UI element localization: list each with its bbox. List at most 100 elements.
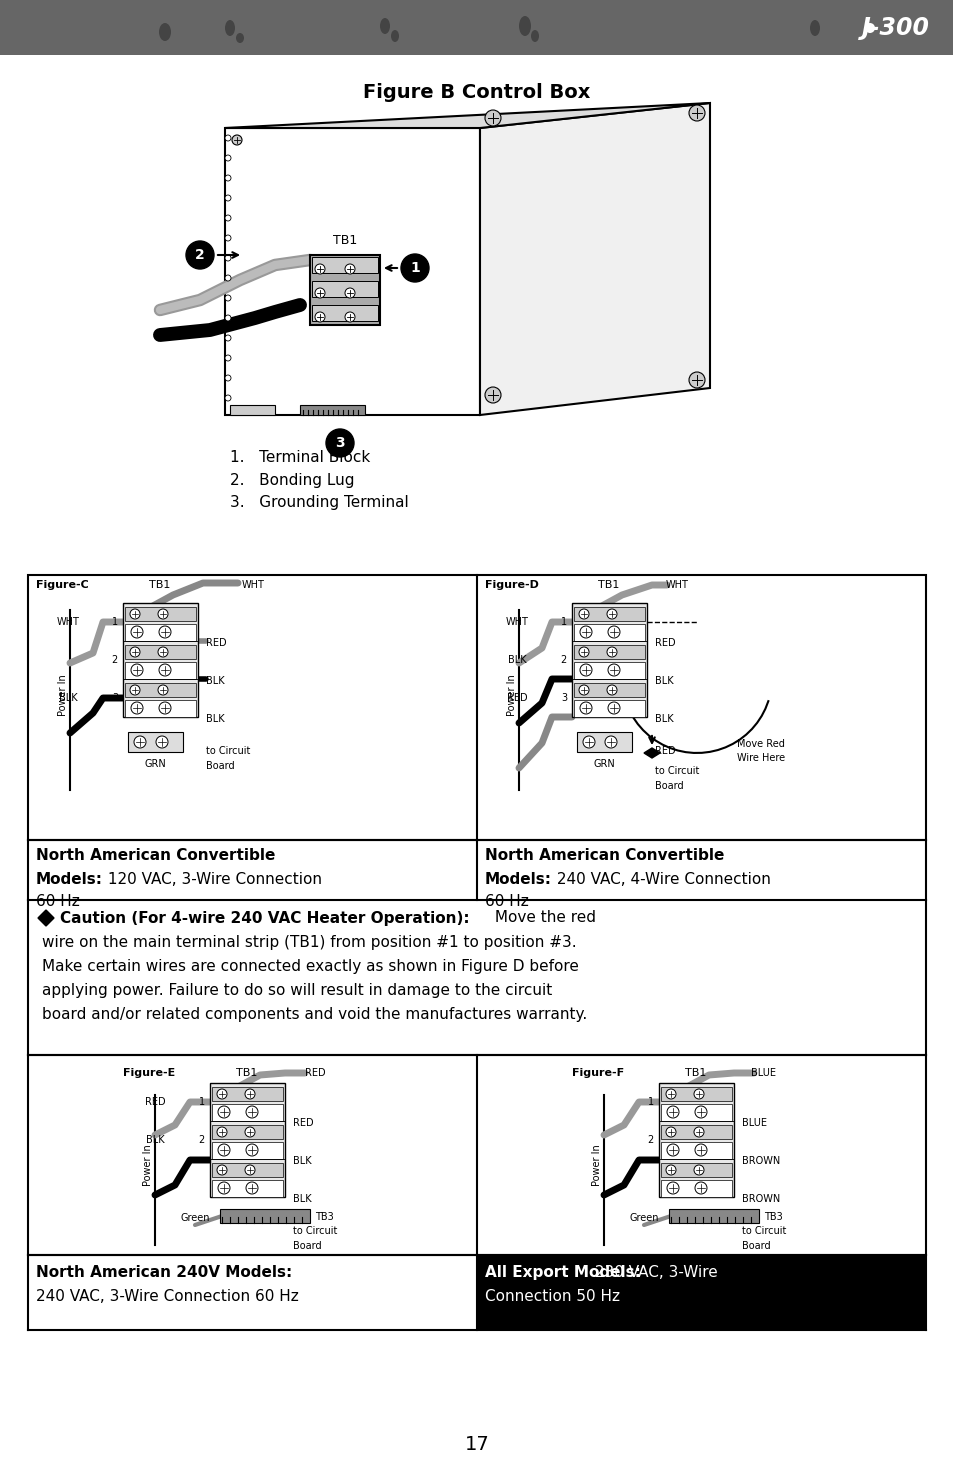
Bar bbox=[660, 1125, 731, 1139]
Circle shape bbox=[159, 625, 171, 639]
Circle shape bbox=[606, 609, 617, 620]
Bar bbox=[572, 603, 646, 717]
Bar bbox=[0, 0, 953, 55]
Bar bbox=[212, 1125, 283, 1139]
Bar bbox=[660, 1087, 731, 1100]
Circle shape bbox=[225, 395, 231, 401]
Bar bbox=[660, 1180, 731, 1198]
Bar bbox=[125, 645, 195, 659]
Ellipse shape bbox=[225, 21, 234, 35]
Circle shape bbox=[131, 664, 143, 676]
Text: applying power. Failure to do so will result in damage to the circuit: applying power. Failure to do so will re… bbox=[42, 982, 552, 997]
Text: 2: 2 bbox=[560, 655, 566, 665]
Circle shape bbox=[345, 264, 355, 274]
Text: BLK: BLK bbox=[293, 1193, 312, 1204]
Circle shape bbox=[131, 702, 143, 714]
Text: Move the red: Move the red bbox=[490, 910, 596, 925]
Circle shape bbox=[604, 736, 617, 748]
Circle shape bbox=[695, 1145, 706, 1156]
Polygon shape bbox=[225, 103, 709, 128]
Circle shape bbox=[582, 736, 595, 748]
Circle shape bbox=[606, 684, 617, 695]
Text: BLK: BLK bbox=[655, 714, 673, 724]
Text: 1: 1 bbox=[198, 1097, 205, 1108]
Bar bbox=[125, 683, 195, 698]
Text: RED: RED bbox=[506, 693, 527, 704]
Circle shape bbox=[159, 702, 171, 714]
Text: Power In: Power In bbox=[592, 1145, 601, 1186]
Text: Green: Green bbox=[180, 1212, 210, 1223]
Bar bbox=[574, 662, 644, 678]
Circle shape bbox=[578, 609, 588, 620]
Text: Figure-F: Figure-F bbox=[572, 1068, 623, 1078]
Circle shape bbox=[246, 1145, 257, 1156]
Circle shape bbox=[314, 313, 325, 322]
Text: Power In: Power In bbox=[58, 674, 68, 715]
Text: 17: 17 bbox=[464, 1435, 489, 1454]
Polygon shape bbox=[643, 748, 659, 758]
Bar bbox=[125, 662, 195, 678]
Circle shape bbox=[864, 24, 874, 32]
Bar bbox=[125, 624, 195, 642]
Circle shape bbox=[131, 625, 143, 639]
Polygon shape bbox=[225, 128, 479, 414]
Circle shape bbox=[186, 240, 213, 268]
Text: 240 VAC, 4-Wire Connection: 240 VAC, 4-Wire Connection bbox=[552, 872, 770, 886]
Text: Power In: Power In bbox=[143, 1145, 152, 1186]
Bar bbox=[128, 732, 183, 752]
Text: 1: 1 bbox=[112, 617, 118, 627]
Text: Connection 50 Hz: Connection 50 Hz bbox=[484, 1289, 619, 1304]
Ellipse shape bbox=[531, 30, 538, 41]
Text: 2: 2 bbox=[647, 1134, 654, 1145]
Polygon shape bbox=[479, 103, 709, 414]
Bar bbox=[668, 1210, 759, 1223]
Bar bbox=[299, 406, 365, 414]
Circle shape bbox=[607, 625, 619, 639]
Circle shape bbox=[345, 288, 355, 298]
Text: BLK: BLK bbox=[655, 676, 673, 686]
Text: 1.   Terminal Block: 1. Terminal Block bbox=[230, 450, 370, 466]
Text: RED: RED bbox=[655, 746, 675, 757]
Bar bbox=[210, 1083, 285, 1198]
Text: TB1: TB1 bbox=[150, 580, 171, 590]
Bar bbox=[660, 1162, 731, 1177]
Circle shape bbox=[225, 195, 231, 201]
Text: BLUE: BLUE bbox=[741, 1118, 766, 1128]
Circle shape bbox=[665, 1165, 676, 1176]
Text: 2: 2 bbox=[112, 655, 118, 665]
Circle shape bbox=[579, 702, 592, 714]
Bar bbox=[310, 255, 379, 324]
Circle shape bbox=[225, 335, 231, 341]
Circle shape bbox=[225, 255, 231, 261]
Text: 240 VAC, 3-Wire Connection 60 Hz: 240 VAC, 3-Wire Connection 60 Hz bbox=[36, 1289, 298, 1304]
Bar bbox=[212, 1103, 283, 1121]
Circle shape bbox=[400, 254, 429, 282]
Text: TB3: TB3 bbox=[314, 1212, 334, 1221]
Text: GRN: GRN bbox=[144, 760, 166, 768]
Circle shape bbox=[216, 1165, 227, 1176]
Circle shape bbox=[665, 1089, 676, 1099]
Text: J-300: J-300 bbox=[862, 16, 929, 40]
Circle shape bbox=[688, 105, 704, 121]
Circle shape bbox=[225, 274, 231, 282]
Text: BLUE: BLUE bbox=[751, 1068, 776, 1078]
Bar bbox=[28, 575, 925, 839]
Circle shape bbox=[225, 215, 231, 221]
Text: BLK: BLK bbox=[146, 1134, 164, 1145]
Circle shape bbox=[693, 1127, 703, 1137]
Circle shape bbox=[607, 702, 619, 714]
Text: BLK: BLK bbox=[293, 1156, 312, 1167]
Circle shape bbox=[130, 609, 140, 620]
Text: Caution (For 4-wire 240 VAC Heater Operation):: Caution (For 4-wire 240 VAC Heater Opera… bbox=[60, 910, 469, 925]
Bar bbox=[574, 701, 644, 717]
Text: Figure B Control Box: Figure B Control Box bbox=[363, 83, 590, 102]
Bar bbox=[312, 282, 377, 296]
Bar bbox=[659, 1083, 733, 1198]
Circle shape bbox=[158, 648, 168, 656]
Circle shape bbox=[246, 1106, 257, 1118]
Text: Move Red
Wire Here: Move Red Wire Here bbox=[737, 739, 784, 763]
Text: 120 VAC, 3-Wire Connection: 120 VAC, 3-Wire Connection bbox=[103, 872, 322, 886]
Text: North American Convertible: North American Convertible bbox=[484, 848, 723, 863]
Text: WHT: WHT bbox=[241, 580, 264, 590]
Ellipse shape bbox=[518, 16, 531, 35]
